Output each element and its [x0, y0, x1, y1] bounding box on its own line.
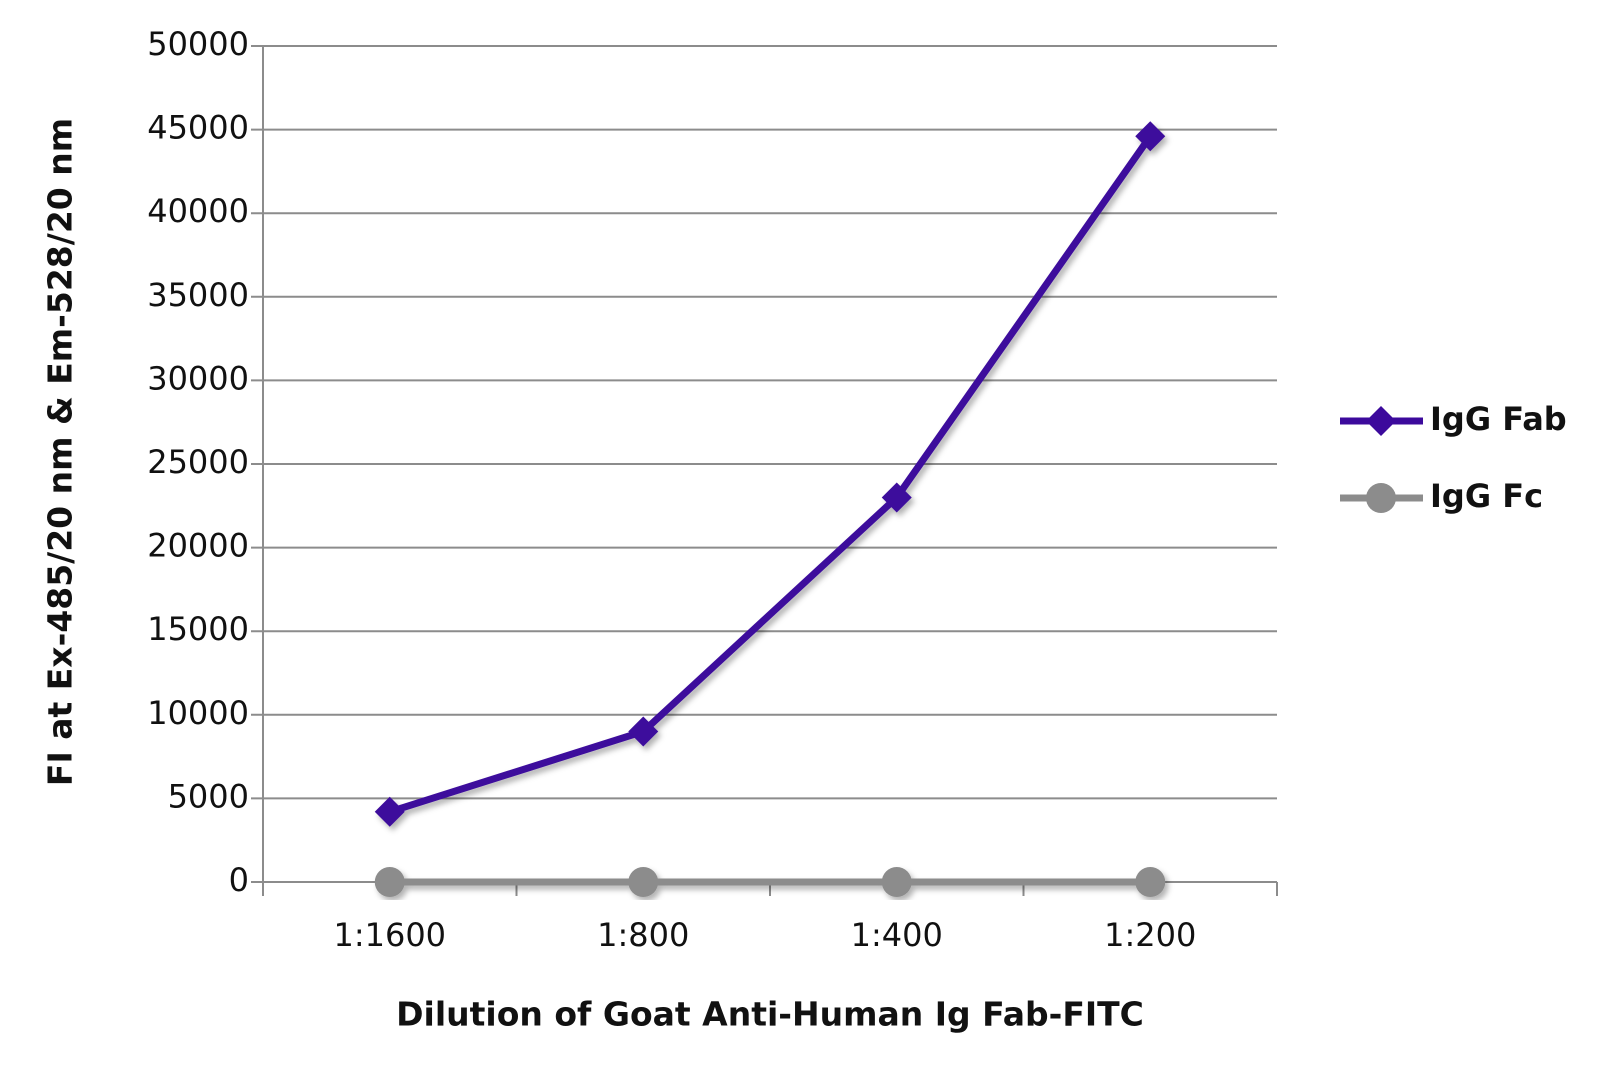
y-tick-label: 50000 — [147, 25, 249, 63]
y-tick-label: 15000 — [147, 610, 249, 648]
data-point — [374, 867, 405, 897]
data-point — [628, 867, 659, 897]
legend-label: IgG Fc — [1430, 477, 1543, 515]
y-tick-label: 5000 — [168, 777, 249, 815]
series — [374, 867, 1166, 897]
legend-marker — [1366, 406, 1396, 436]
data-point — [374, 796, 405, 827]
y-tick-label: 45000 — [147, 109, 249, 147]
x-tick-label: 1:1600 — [333, 916, 446, 954]
data-point — [881, 867, 912, 897]
data-point — [1135, 121, 1166, 152]
x-tick-label: 1:800 — [597, 916, 689, 954]
y-tick-label: 20000 — [147, 527, 249, 565]
y-tick-label: 0 — [229, 861, 249, 899]
x-axis-title: Dilution of Goat Anti-Human Ig Fab-FITC — [396, 995, 1144, 1034]
y-tick-label: 35000 — [147, 276, 249, 314]
data-point — [1135, 867, 1166, 897]
data-point — [628, 716, 659, 747]
y-tick-label: 30000 — [147, 359, 249, 397]
series — [374, 121, 1166, 827]
data-point — [881, 482, 912, 513]
series-line — [388, 134, 1154, 816]
y-tick-label: 10000 — [147, 694, 249, 732]
x-tick-label: 1:200 — [1104, 916, 1196, 954]
legend-marker — [1366, 483, 1396, 513]
y-tick-label: 40000 — [147, 192, 249, 230]
y-tick-label: 25000 — [147, 443, 249, 481]
x-tick-label: 1:400 — [851, 916, 943, 954]
y-axis-title: FI at Ex-485/20 nm & Em-528/20 nm — [41, 118, 80, 786]
legend-label: IgG Fab — [1430, 400, 1567, 438]
